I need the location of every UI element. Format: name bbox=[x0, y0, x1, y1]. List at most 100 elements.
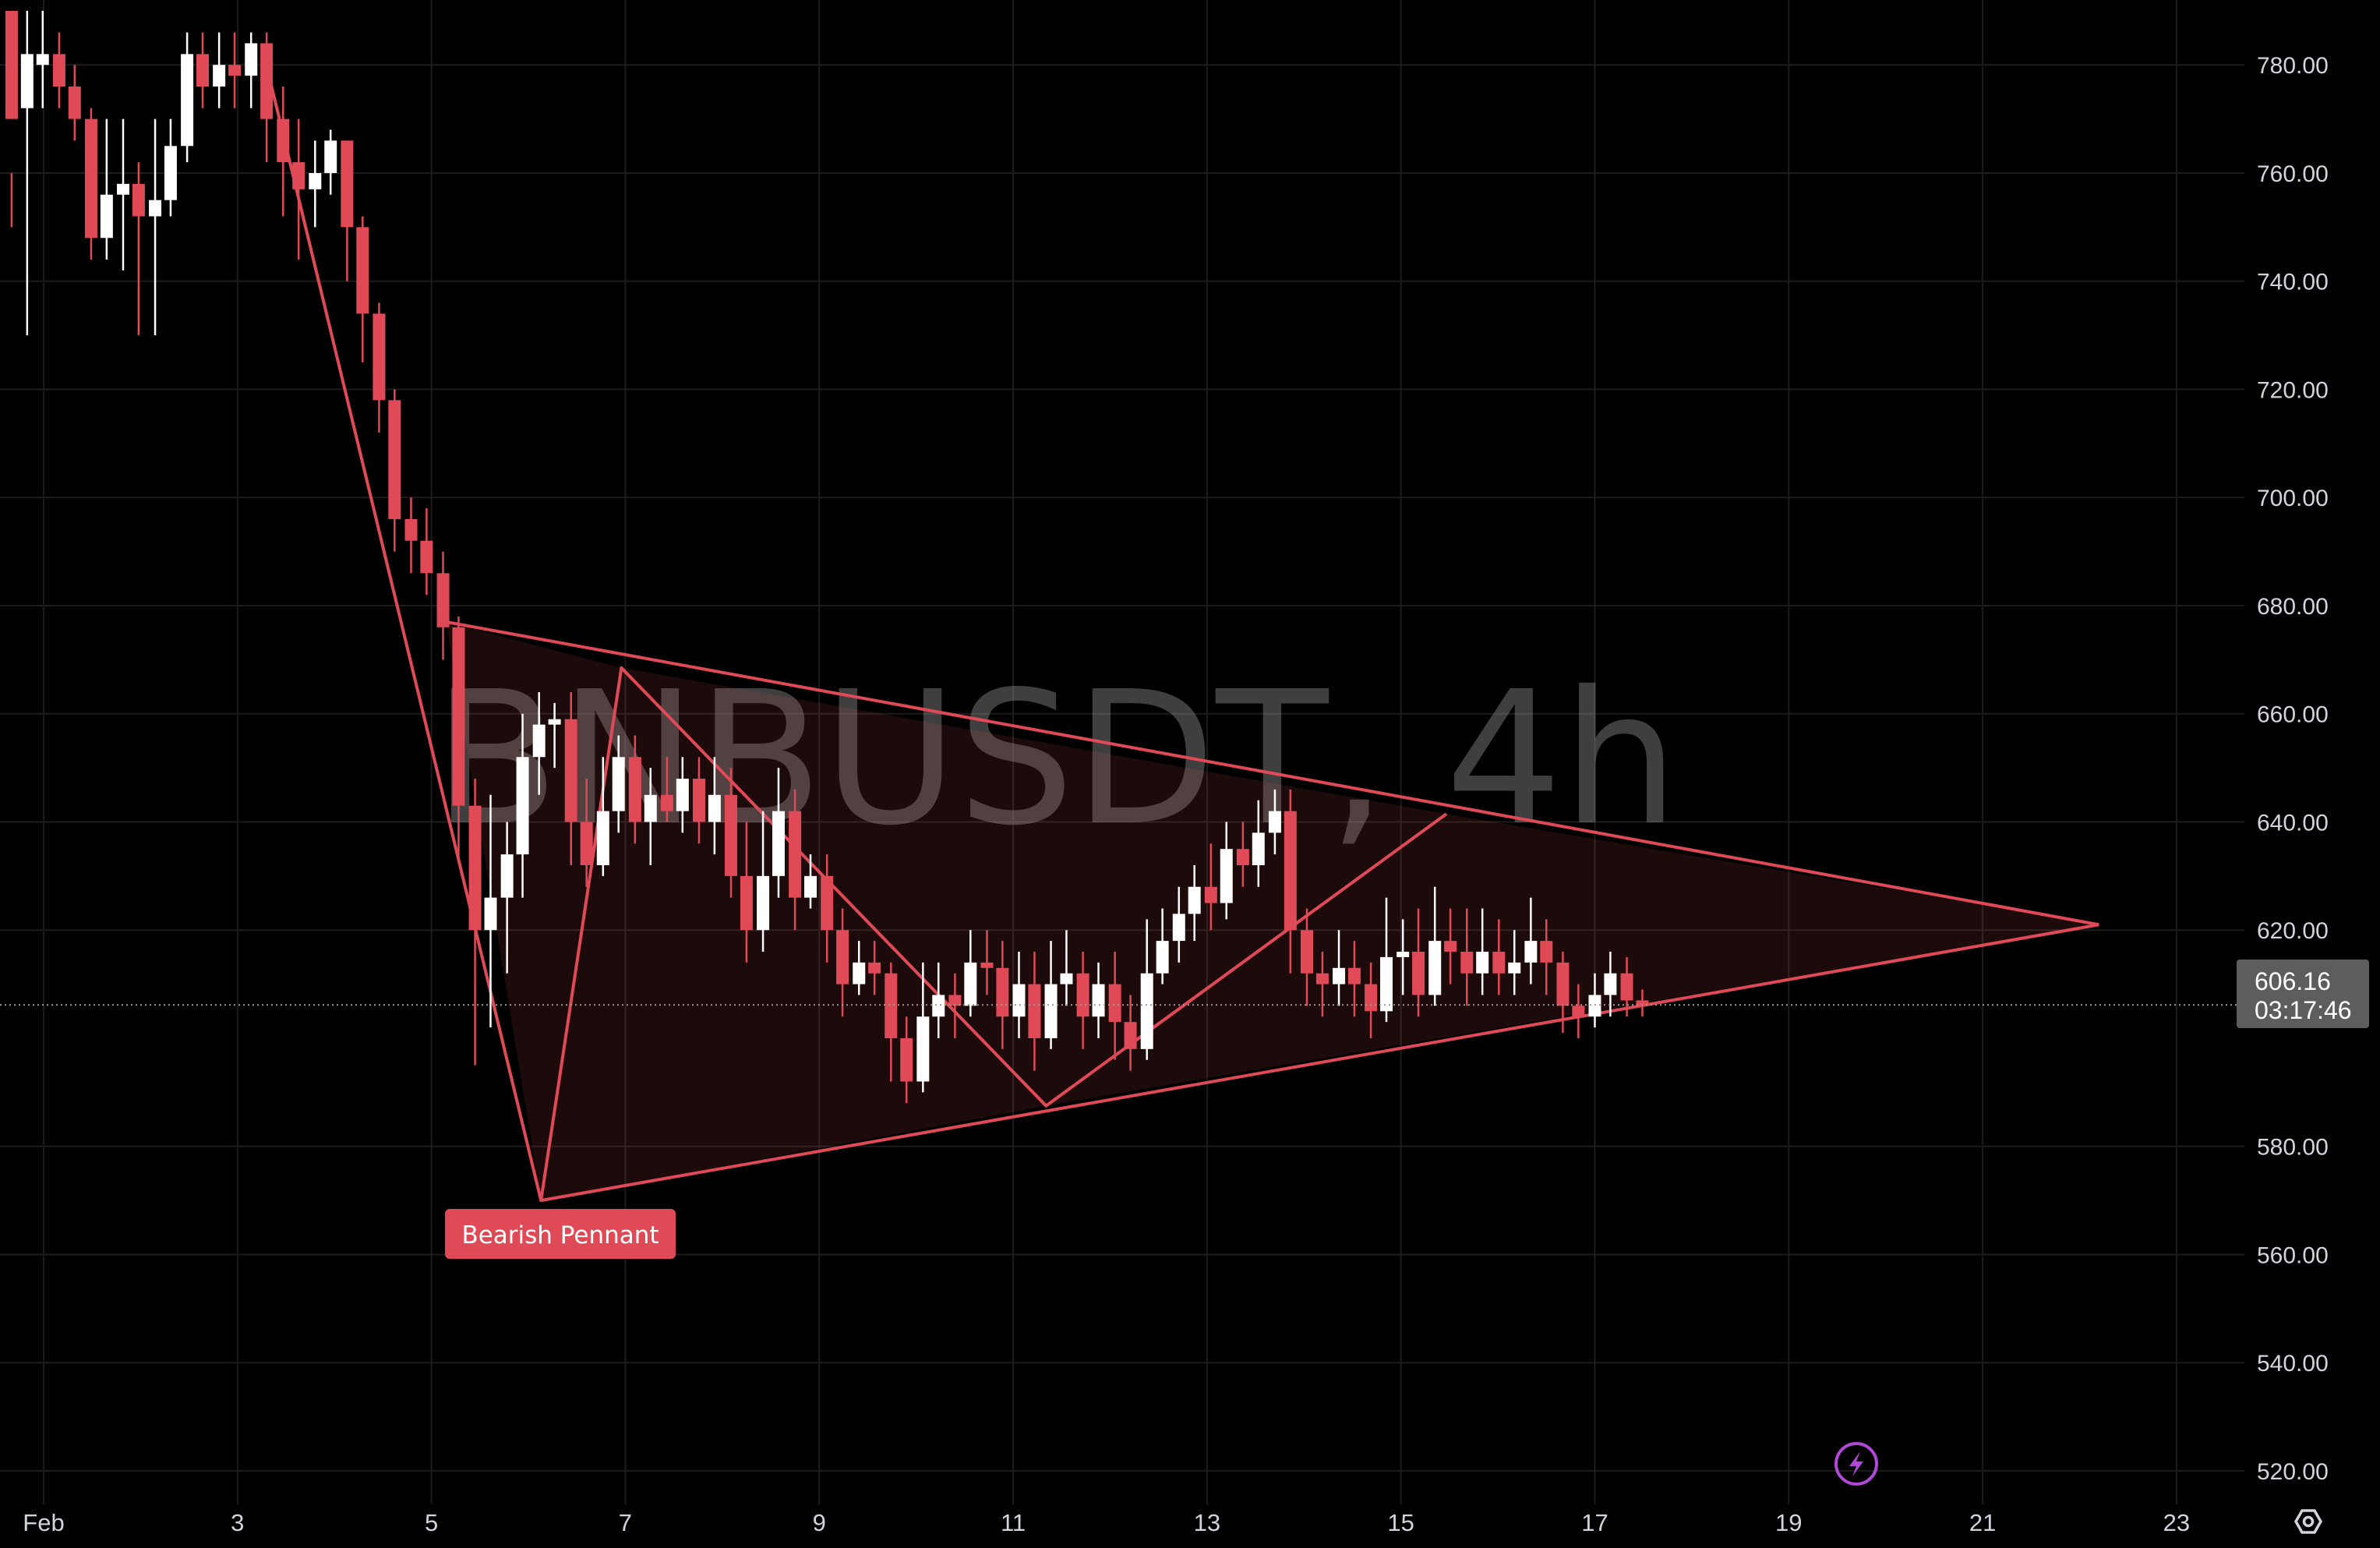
candle-body bbox=[20, 54, 34, 108]
candle bbox=[181, 32, 194, 163]
candle-body bbox=[404, 518, 418, 541]
candle-body bbox=[420, 540, 433, 574]
candle-body bbox=[1604, 973, 1617, 995]
candle bbox=[868, 941, 881, 995]
candle bbox=[388, 389, 401, 552]
candle bbox=[468, 778, 482, 1066]
candle-body bbox=[789, 811, 802, 898]
candle bbox=[1172, 886, 1185, 963]
candle-body bbox=[373, 313, 386, 401]
pennant-upper-line[interactable] bbox=[445, 620, 2099, 927]
candle-body bbox=[1476, 951, 1489, 974]
candle bbox=[84, 108, 97, 260]
x-tick-label: 17 bbox=[1581, 1509, 1608, 1536]
current-price-tag: 606.16 03:17:46 bbox=[2237, 960, 2369, 1028]
candle-body bbox=[341, 140, 354, 228]
candle-body bbox=[181, 54, 194, 147]
y-tick-label: 640.00 bbox=[2257, 810, 2329, 836]
candle bbox=[260, 32, 274, 163]
candle-body bbox=[1444, 941, 1457, 952]
candle bbox=[1204, 843, 1217, 931]
candle-body bbox=[84, 118, 97, 239]
y-tick-label: 520.00 bbox=[2257, 1459, 2329, 1485]
candle-body bbox=[885, 973, 898, 1038]
candle-body bbox=[484, 897, 497, 931]
candle-body bbox=[196, 54, 210, 87]
candle-body bbox=[804, 875, 817, 898]
candle bbox=[500, 822, 514, 974]
candle-body bbox=[452, 627, 465, 806]
candle bbox=[596, 757, 609, 876]
time-axis[interactable]: Feb 3 5 7 9 11 13 15 17 19 21 23 bbox=[23, 1509, 2190, 1536]
pennant-lower-line[interactable] bbox=[540, 923, 2099, 1203]
candle bbox=[964, 930, 977, 1017]
candle bbox=[420, 508, 433, 596]
candle-body bbox=[644, 794, 657, 822]
candle bbox=[116, 118, 129, 270]
candle bbox=[660, 757, 673, 822]
candle-body bbox=[1636, 1000, 1649, 1006]
candle bbox=[1236, 822, 1249, 887]
candle bbox=[516, 713, 529, 898]
candle-body bbox=[1572, 1005, 1585, 1017]
candle-body bbox=[1540, 941, 1553, 963]
candle bbox=[149, 118, 162, 336]
y-tick-label: 700.00 bbox=[2257, 486, 2329, 511]
candle bbox=[213, 32, 226, 108]
candle-body bbox=[1556, 962, 1570, 1006]
candle-body bbox=[900, 1037, 913, 1082]
candle bbox=[1588, 973, 1601, 1028]
candle-body bbox=[36, 54, 49, 65]
candle-body bbox=[1252, 832, 1265, 865]
candle bbox=[725, 768, 738, 898]
pattern-zigzag-line[interactable] bbox=[260, 45, 1448, 1203]
candle-body bbox=[516, 757, 529, 855]
candle-body bbox=[116, 183, 129, 195]
bearish-pennant-drawing[interactable] bbox=[260, 45, 2099, 1203]
candle-body bbox=[836, 930, 849, 984]
candle-body bbox=[612, 757, 625, 811]
candle bbox=[132, 162, 145, 336]
candle bbox=[228, 32, 242, 108]
candle bbox=[757, 811, 770, 952]
candle bbox=[1076, 951, 1089, 1049]
candle-body bbox=[1365, 984, 1378, 1012]
candle bbox=[1476, 908, 1489, 995]
candle bbox=[1508, 930, 1521, 995]
candle-body bbox=[324, 140, 337, 173]
current-price-tag-background bbox=[2237, 960, 2369, 1028]
candle-body bbox=[692, 778, 705, 822]
candle-body bbox=[1028, 984, 1041, 1038]
candle-body bbox=[1188, 886, 1201, 914]
candle bbox=[1620, 956, 1633, 1017]
candle bbox=[532, 691, 546, 795]
candle bbox=[580, 778, 593, 887]
candle-body bbox=[1380, 956, 1393, 1012]
candle bbox=[1636, 989, 1649, 1017]
candle bbox=[644, 768, 657, 865]
candle-body bbox=[1236, 849, 1249, 865]
candle bbox=[404, 497, 418, 574]
candle-body bbox=[1140, 973, 1153, 1049]
candle-body bbox=[245, 43, 258, 76]
candle-body bbox=[1588, 995, 1601, 1017]
candle-body bbox=[596, 811, 609, 865]
candle-body bbox=[548, 719, 561, 725]
candle bbox=[484, 794, 497, 1028]
gear-icon[interactable] bbox=[2293, 1509, 2323, 1534]
candle-body bbox=[436, 573, 450, 627]
candle bbox=[1108, 951, 1121, 1060]
grid-lines bbox=[0, 0, 2244, 1504]
candle bbox=[36, 10, 49, 108]
candle-body bbox=[1012, 984, 1026, 1017]
candle-body bbox=[277, 118, 290, 163]
candle bbox=[900, 1016, 913, 1104]
price-axis[interactable]: 780.00 760.00 740.00 720.00 700.00 680.00 660.… bbox=[2257, 53, 2329, 1485]
candle bbox=[1060, 930, 1073, 1006]
candle bbox=[548, 702, 561, 769]
pattern-label-tag[interactable]: Bearish Pennant bbox=[445, 1209, 676, 1259]
candle bbox=[1540, 919, 1553, 995]
lightning-icon[interactable] bbox=[1834, 1442, 1878, 1486]
candle bbox=[1300, 908, 1313, 1006]
